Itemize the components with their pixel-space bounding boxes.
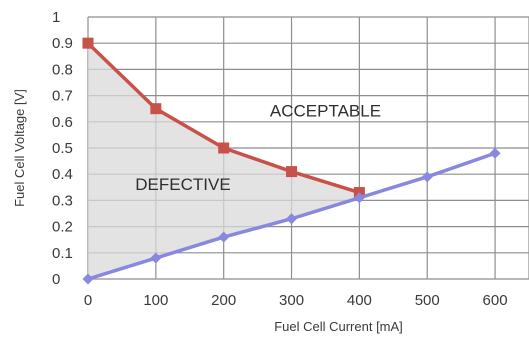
region-label: DEFECTIVE <box>135 175 230 194</box>
x-tick-label: 200 <box>211 292 236 309</box>
x-tick-label: 500 <box>415 292 440 309</box>
data-point <box>353 192 365 204</box>
annotations: ACCEPTABLE DEFECTIVE <box>135 102 381 194</box>
x-tick-label: 600 <box>483 292 508 309</box>
x-tick-label: 300 <box>279 292 304 309</box>
tick-labels: 0 0.1 0.2 0.3 0.4 0.5 0.6 0.7 0.8 0.9 1 0 100 200 300 4… <box>52 9 508 309</box>
x-tick-label: 0 <box>84 292 92 309</box>
y-tick-label: 0.1 <box>52 245 73 262</box>
data-point <box>489 147 501 159</box>
y-tick-label: 0.6 <box>52 114 73 131</box>
data-point <box>150 103 162 115</box>
data-point <box>286 166 298 178</box>
y-axis-label: Fuel Cell Voltage [V] <box>12 89 27 207</box>
data-point <box>421 171 433 183</box>
data-point <box>82 37 94 49</box>
region-label: ACCEPTABLE <box>270 102 381 121</box>
y-tick-label: 0.9 <box>52 35 73 52</box>
x-tick-label: 400 <box>347 292 372 309</box>
y-tick-label: 0.2 <box>52 219 73 236</box>
y-tick-label: 1 <box>52 9 60 26</box>
y-tick-label: 0.5 <box>52 140 73 157</box>
y-tick-label: 0.4 <box>52 166 73 183</box>
x-tick-label: 100 <box>143 292 168 309</box>
y-tick-label: 0 <box>52 271 60 288</box>
defective-region <box>88 43 360 280</box>
data-point <box>286 213 298 225</box>
data-point <box>218 142 230 154</box>
data-point <box>218 231 230 243</box>
y-tick-label: 0.7 <box>52 88 73 105</box>
y-tick-label: 0.8 <box>52 61 73 78</box>
y-tick-label: 0.3 <box>52 192 73 209</box>
data-point <box>150 252 162 264</box>
data-point <box>82 273 94 285</box>
x-axis-label: Fuel Cell Current [mA] <box>274 319 403 334</box>
series-group <box>82 37 501 285</box>
